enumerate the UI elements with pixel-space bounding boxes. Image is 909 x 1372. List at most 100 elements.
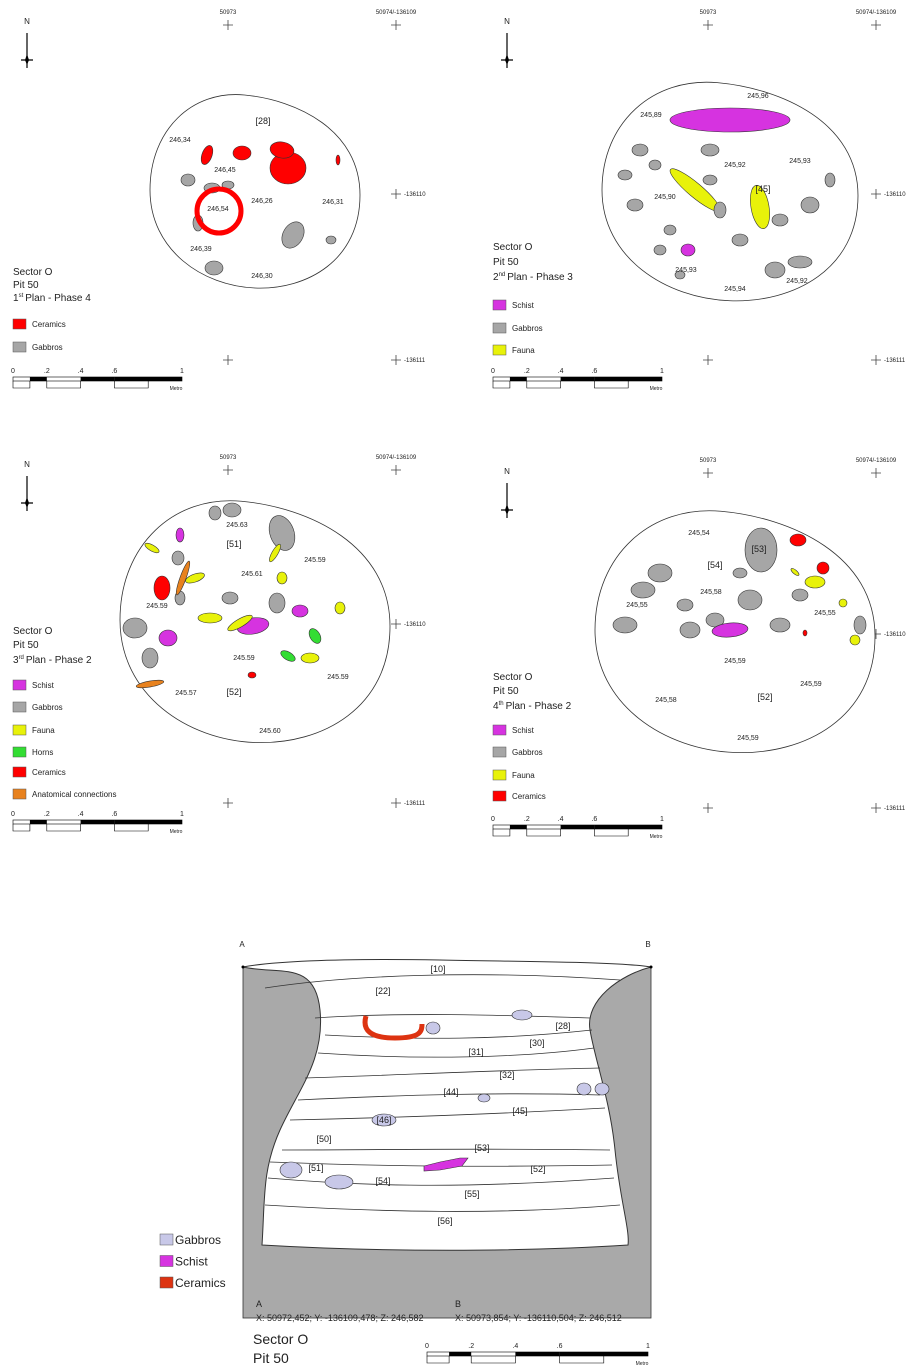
legend-label: Gabbros [512,324,543,333]
find [122,617,148,639]
elevation-label: 245,59 [724,658,746,665]
scale-bar [560,377,595,381]
layer-label: [31] [468,1047,483,1057]
find [222,502,242,518]
find [630,581,656,599]
point-coords: X: 50973,854; Y: -136110,504; Z: 246,512 [455,1313,622,1323]
elevation-label: 245,93 [675,267,697,274]
legend-swatch [159,1276,174,1289]
elevation-label: [52] [226,687,241,697]
grid-cross [871,468,881,478]
find [769,617,791,633]
find [269,141,295,159]
find [204,260,224,276]
scale-label: .4 [78,368,84,375]
legend-label: Ceramics [32,320,66,329]
find [764,261,786,279]
scale-bar [426,1356,605,1364]
legend-label: Gabbros [512,748,543,757]
find [648,159,662,171]
grid-cross [871,20,881,30]
elevation-label: 245,59 [800,681,822,688]
find [731,233,749,247]
find [612,616,638,634]
elevation-label: 245.57 [175,690,197,697]
find [221,591,239,605]
scale-label: 0 [491,816,495,823]
legend-swatch [492,724,507,736]
legend-swatch [12,701,27,713]
find [737,589,763,611]
find [750,184,770,230]
sector-title: Sector O [13,267,53,278]
layer-label: [56] [437,1216,452,1226]
elevation-label: 246,30 [251,273,273,280]
grid-cross [703,355,713,365]
find [135,679,165,689]
layer-label: [45] [512,1106,527,1116]
north-arrow-head [505,54,509,65]
grid-label: -136110 [884,192,906,198]
scale-bar [80,377,115,381]
grid-label: -136110 [884,632,906,638]
ceramic [362,1015,425,1041]
grid-cross [223,465,233,475]
section-point: B [645,940,650,949]
elevation-label: 245,96 [747,93,769,100]
find [308,628,322,644]
elevation-label: 246,31 [322,199,344,206]
north-arrow-head [25,497,29,508]
layer-label: [54] [375,1176,390,1186]
point-name: B [455,1299,461,1309]
plan-panel: N 50973 50974/-136109 -136110 -136111 245,96 2… [491,10,906,392]
scale-label: .2 [468,1343,474,1350]
pit-title: Pit 50 [13,640,39,651]
scale-label: 0 [491,368,495,375]
find [702,174,718,186]
scale-label: 1 [660,368,664,375]
pit-outline [149,94,361,289]
sector-title: Sector O [493,672,533,683]
layer-label: [22] [375,986,390,996]
plan-title-part: th [499,701,504,707]
elevation-label: 246,26 [251,198,273,205]
find [853,615,867,635]
legend-label: Gabbros [32,343,63,352]
grid-cross [871,355,881,365]
scale-bar [449,1352,472,1356]
layer-label: [50] [316,1134,331,1144]
find [247,671,257,679]
gabbro [511,1009,533,1021]
elevation-label: 245,89 [640,112,662,119]
find [180,173,196,187]
scale-label: .2 [44,811,50,818]
legend-swatch [12,341,27,353]
find [334,601,346,615]
find [816,561,830,575]
find [175,527,185,543]
find [185,572,205,584]
legend-label: Gabbros [32,703,63,712]
grid-label: 50974/-136109 [376,10,417,16]
grid-cross [391,355,401,365]
plan-title: 1st Plan - Phase 4 [13,293,91,304]
legend-swatch [159,1233,174,1246]
north-arrow-head [505,504,509,515]
layer-boundary [324,1029,593,1039]
grid-label: 50973 [220,10,237,16]
find [669,107,791,133]
legend-label: Fauna [512,771,535,780]
find [158,629,178,647]
elevation-label: 245.59 [327,674,349,681]
elevation-label: 245,92 [786,278,808,285]
find [711,622,749,638]
elevation-label: [54] [707,560,722,570]
find [789,533,807,547]
legend-label: Fauna [32,726,55,735]
scale-label: 1 [180,368,184,375]
scale-bar [509,825,527,829]
elevation-label: 246,39 [190,246,212,253]
scale-bar [515,1352,560,1356]
scale-label: 1 [180,811,184,818]
grid-label: -136111 [404,801,426,807]
